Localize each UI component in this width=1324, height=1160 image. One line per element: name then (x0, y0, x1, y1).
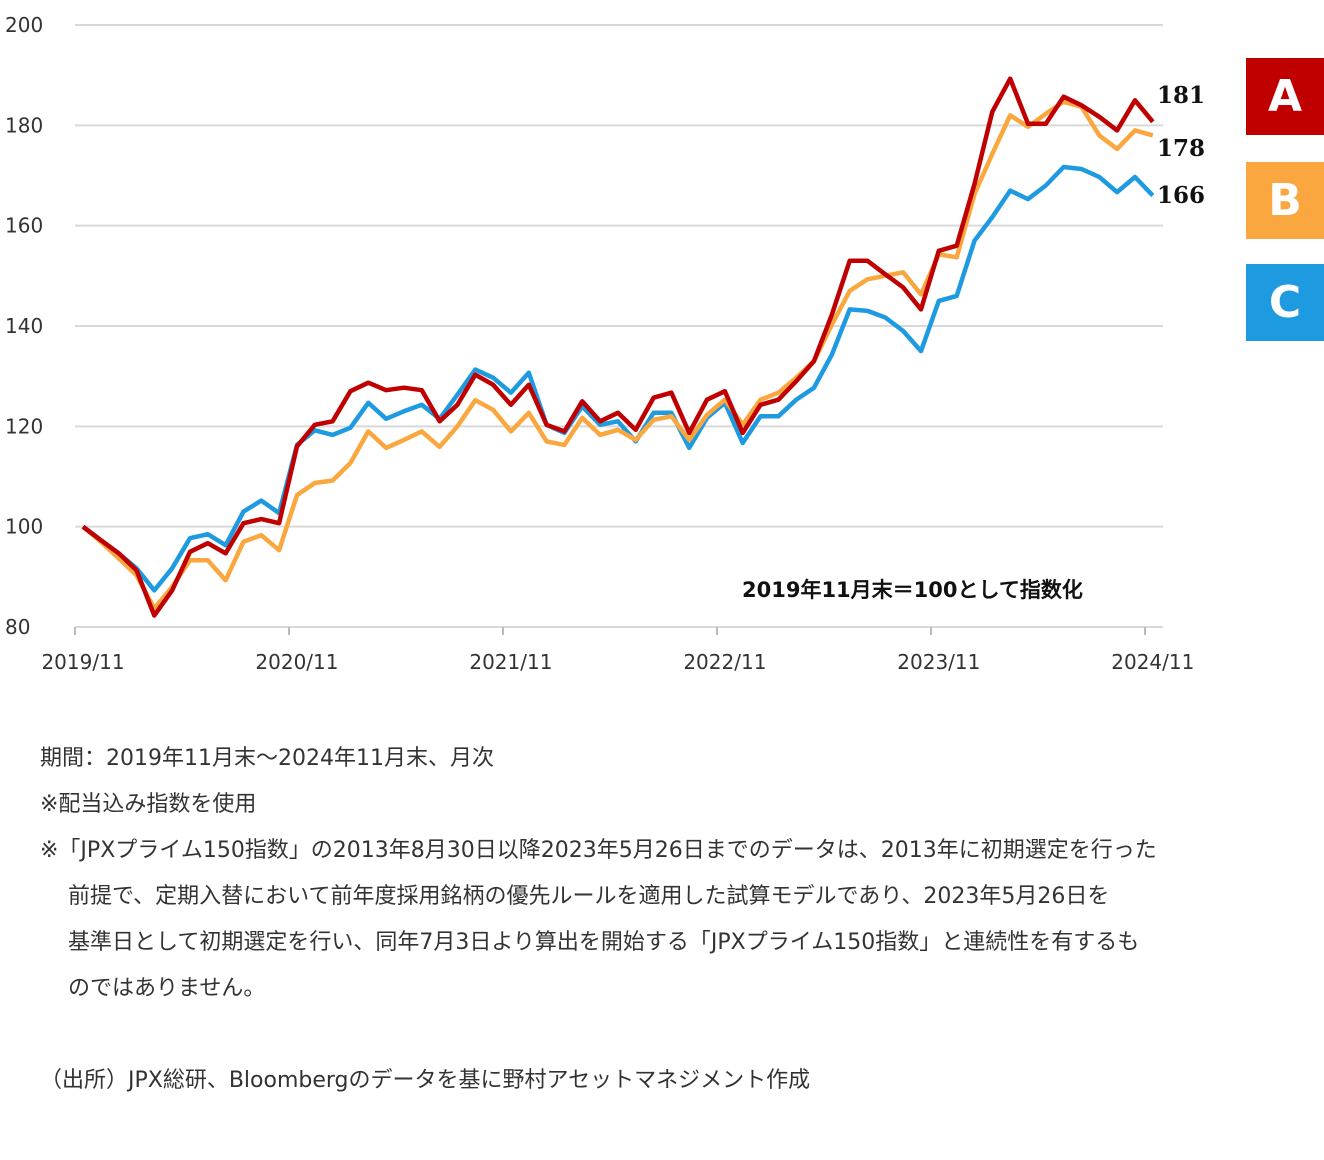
index-annotation: 2019年11月末＝100として指数化 (742, 578, 1083, 602)
disclaimer-line: のではありません。 (68, 976, 266, 1001)
end-label-a: 181 (1157, 82, 1205, 109)
y-tick-label: 120 (5, 414, 43, 438)
y-tick-label: 80 (5, 615, 30, 639)
source-note: （出所）JPX総研、Bloombergのデータを基に野村アセットマネジメント作成 (40, 1068, 811, 1093)
end-label-b: 178 (1157, 135, 1205, 162)
y-tick-label: 160 (5, 214, 43, 238)
disclaimer-line: 前提で、定期入替において前年度採用銘柄の優先ルールを適用した試算モデルであり、2… (68, 884, 1110, 909)
grid-lines (75, 24, 1163, 628)
legend-b: B (1246, 162, 1324, 239)
line-chart: 80 100 120 140 160 180 200 2019/11 2020/11 2021/… (5, 13, 1205, 674)
x-tick-label: 2021/11 (469, 650, 552, 674)
y-tick-label: 180 (5, 113, 43, 137)
x-tick-label: 2022/11 (683, 650, 766, 674)
disclaimer-line: 基準日として初期選定を行い、同年7月3日より算出を開始する「JPXプライム150… (68, 930, 1140, 955)
y-tick-label: 200 (5, 13, 43, 37)
legend-c: C (1246, 264, 1324, 341)
series-line-b (81, 99, 1154, 611)
disclaimer-line: ※「JPXプライム150指数」の2013年8月30日以降2023年5月26日まで… (40, 838, 1157, 863)
series-lines (81, 76, 1155, 618)
series-line-a (81, 76, 1155, 618)
x-axis: 2019/11 2020/11 2021/11 2022/11 2023/11 2024/… (41, 627, 1194, 674)
chart-notes: 期間：2019年11月末～2024年11月末、月次 ※配当込み指数を使用 ※「J… (40, 736, 1310, 1012)
dividend-note: ※配当込み指数を使用 (40, 792, 257, 817)
y-tick-label: 100 (5, 515, 43, 539)
legend-a: A (1246, 58, 1324, 135)
x-tick-label: 2019/11 (41, 650, 124, 674)
series-line-c (81, 164, 1155, 593)
x-tick-label: 2023/11 (897, 650, 980, 674)
end-label-c: 166 (1157, 182, 1205, 209)
y-tick-label: 140 (5, 314, 43, 338)
x-tick-label: 2024/11 (1111, 650, 1194, 674)
y-axis-ticks: 80 100 120 140 160 180 200 (5, 13, 43, 639)
period-note: 期間：2019年11月末～2024年11月末、月次 (40, 746, 494, 771)
end-labels: 181 178 166 (1157, 82, 1205, 209)
x-tick-label: 2020/11 (255, 650, 338, 674)
